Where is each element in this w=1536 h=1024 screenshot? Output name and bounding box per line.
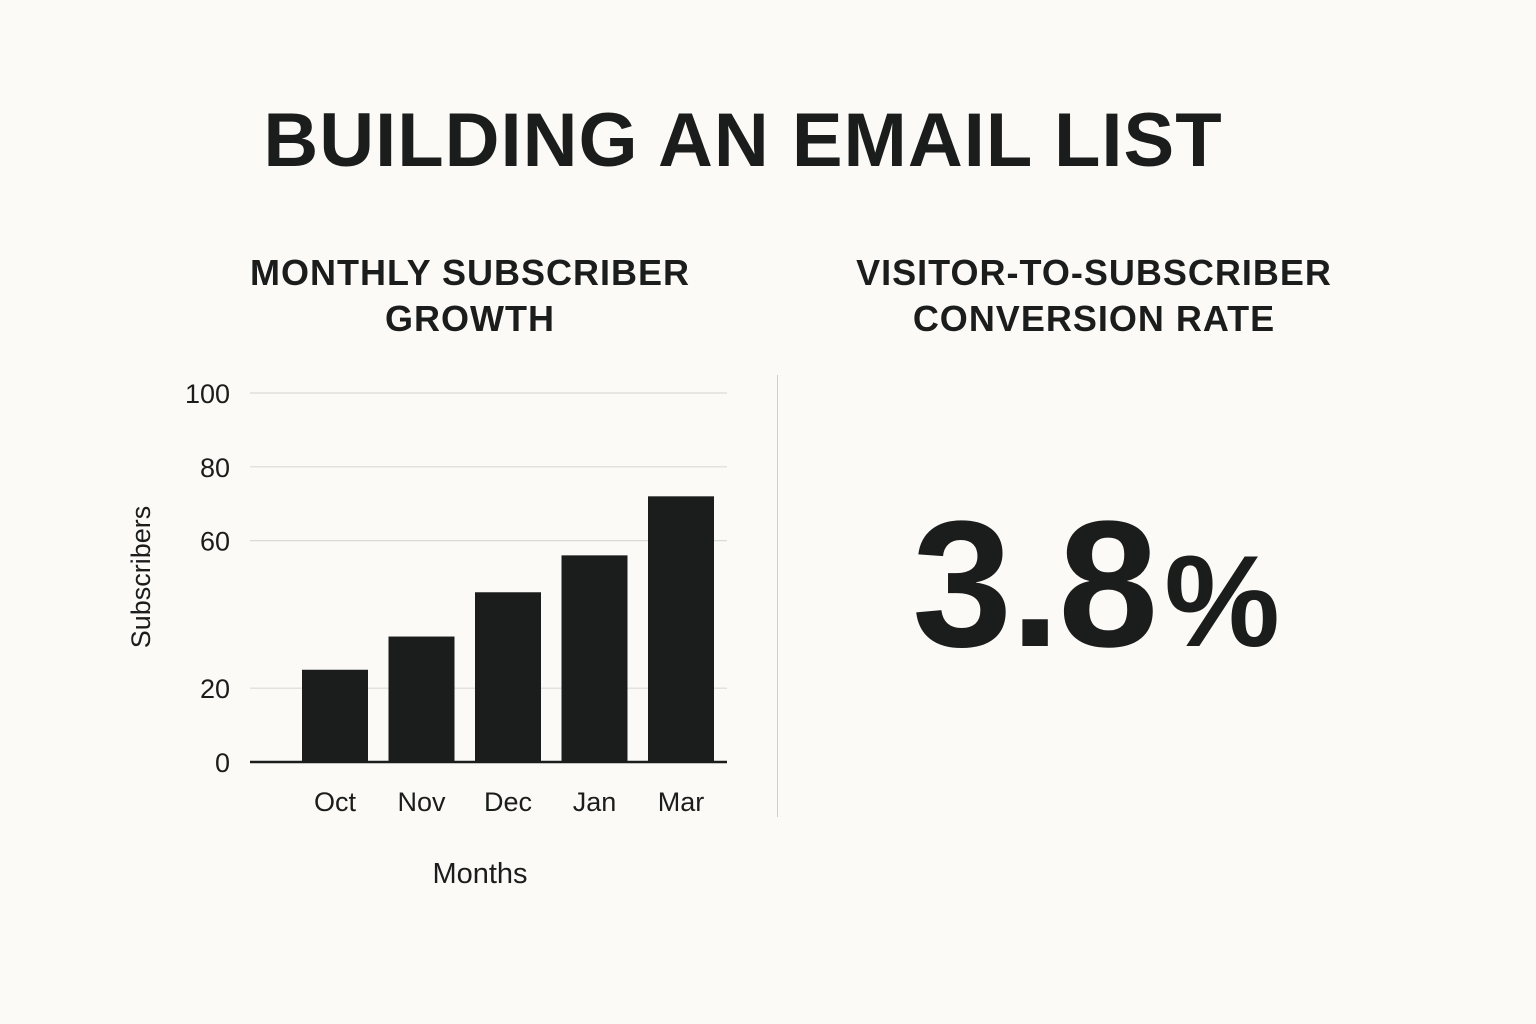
x-axis-label: Months [432, 858, 527, 890]
x-tick-label-dec: Dec [484, 787, 532, 817]
bar-nov [388, 636, 455, 762]
y-tick-label-80: 80 [200, 453, 230, 483]
x-axis-ticks: Oct Nov Dec Jan Mar [314, 787, 704, 817]
conversion-rate-title-line2: CONVERSION RATE [912, 298, 1276, 339]
conversion-rate-title: VISITOR-TO-SUBSCRIBER CONVERSION RATE [834, 250, 1354, 342]
conversion-rate-title-line1: VISITOR-TO-SUBSCRIBER [856, 252, 1332, 293]
subscriber-growth-title-line1: MONTHLY SUBSCRIBER [249, 252, 691, 293]
y-tick-label-60: 60 [200, 527, 230, 557]
x-tick-label-jan: Jan [573, 787, 617, 817]
subscriber-bar-chart: 0 20 60 80 100 Oct Nov Dec Jan Mar Subscribers M… [126, 379, 727, 890]
y-tick-label-100: 100 [185, 379, 230, 409]
x-tick-label-oct: Oct [314, 787, 357, 817]
subscriber-growth-title: MONTHLY SUBSCRIBER GROWTH [210, 250, 730, 342]
bar-mar [648, 496, 714, 762]
y-tick-label-20: 20 [200, 674, 230, 704]
conversion-rate-unit: % [1164, 528, 1280, 674]
chart-bars [302, 496, 714, 762]
conversion-rate-stat: 3.8% [835, 470, 1355, 716]
page-title: BUILDING AN EMAIL LIST [263, 98, 1223, 183]
x-tick-label-nov: Nov [397, 787, 446, 817]
y-axis-ticks: 0 20 60 80 100 [185, 379, 230, 778]
y-axis-label: Subscribers [126, 506, 156, 649]
x-tick-label-mar: Mar [658, 787, 705, 817]
bar-dec [475, 592, 541, 762]
conversion-rate-value: 3.8 [912, 484, 1158, 685]
panel-divider [777, 375, 778, 817]
bar-jan [561, 555, 628, 762]
y-tick-label-0: 0 [215, 748, 230, 778]
bar-oct [302, 669, 368, 762]
subscriber-growth-title-line2: GROWTH [385, 298, 555, 339]
